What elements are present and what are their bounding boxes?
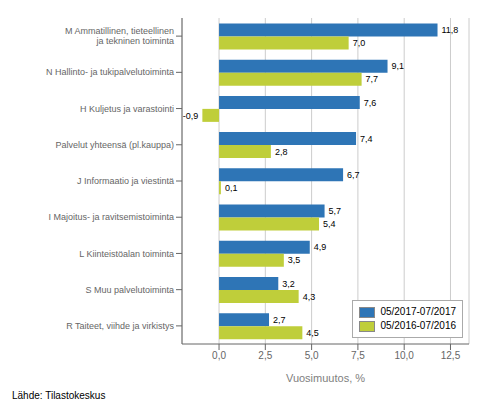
- svg-text:3,5: 3,5: [288, 255, 301, 265]
- svg-text:H Kuljetus ja varastointi: H Kuljetus ja varastointi: [80, 104, 174, 114]
- svg-text:R Taiteet, viihde ja virkistys: R Taiteet, viihde ja virkistys: [66, 321, 174, 331]
- html-text:05/2016-07/2016: 05/2016-07/2016: [380, 320, 456, 331]
- html-text:Lähde: Tilastokeskus: Lähde: Tilastokeskus: [12, 390, 106, 401]
- svg-text:2,8: 2,8: [275, 147, 288, 157]
- svg-text:11,8: 11,8: [442, 25, 459, 35]
- svg-text:0,1: 0,1: [225, 183, 238, 193]
- svg-text:2,5: 2,5: [258, 350, 272, 361]
- svg-text:0,0: 0,0: [212, 350, 226, 361]
- svg-text:5,7: 5,7: [329, 206, 342, 216]
- svg-text:M Ammatillinen, tieteellinenja: M Ammatillinen, tieteellinenja tekninen …: [65, 26, 174, 46]
- svg-text:7,4: 7,4: [360, 134, 373, 144]
- svg-text:9,1: 9,1: [392, 61, 405, 71]
- svg-text:6,7: 6,7: [347, 170, 360, 180]
- svg-text:10,0: 10,0: [394, 350, 414, 361]
- svg-text:Palvelut yhteensä (pl.kauppa): Palvelut yhteensä (pl.kauppa): [55, 140, 174, 150]
- svg-text:I Majoitus- ja ravitsemistoimi: I Majoitus- ja ravitsemistoiminta: [48, 212, 174, 222]
- svg-text:7,7: 7,7: [366, 74, 379, 84]
- svg-text:4,3: 4,3: [303, 292, 316, 302]
- svg-text:4,5: 4,5: [306, 328, 319, 338]
- svg-text:S Muu palvelutoiminta: S Muu palvelutoiminta: [85, 285, 174, 295]
- svg-text:3,2: 3,2: [282, 279, 295, 289]
- svg-text:-0,9: -0,9: [183, 111, 199, 121]
- svg-text:Vuosimuutos, %: Vuosimuutos, %: [286, 372, 365, 384]
- svg-text:7,6: 7,6: [364, 98, 377, 108]
- svg-text:5,0: 5,0: [305, 350, 319, 361]
- svg-text:7,0: 7,0: [353, 38, 366, 48]
- svg-text:N Hallinto- ja tukipalvelutoim: N Hallinto- ja tukipalvelutoiminta: [46, 67, 174, 77]
- svg-text:J Informaatio ja viestintä: J Informaatio ja viestintä: [77, 176, 174, 186]
- svg-text:2,7: 2,7: [273, 315, 286, 325]
- svg-text:L Kiinteistöalan toiminta: L Kiinteistöalan toiminta: [79, 249, 174, 259]
- svg-text:12,5: 12,5: [441, 350, 461, 361]
- html-text:05/2017-07/2017: 05/2017-07/2017: [380, 306, 456, 317]
- svg-text:5,4: 5,4: [323, 219, 336, 229]
- svg-text:7,5: 7,5: [351, 350, 365, 361]
- svg-text:4,9: 4,9: [314, 242, 327, 252]
